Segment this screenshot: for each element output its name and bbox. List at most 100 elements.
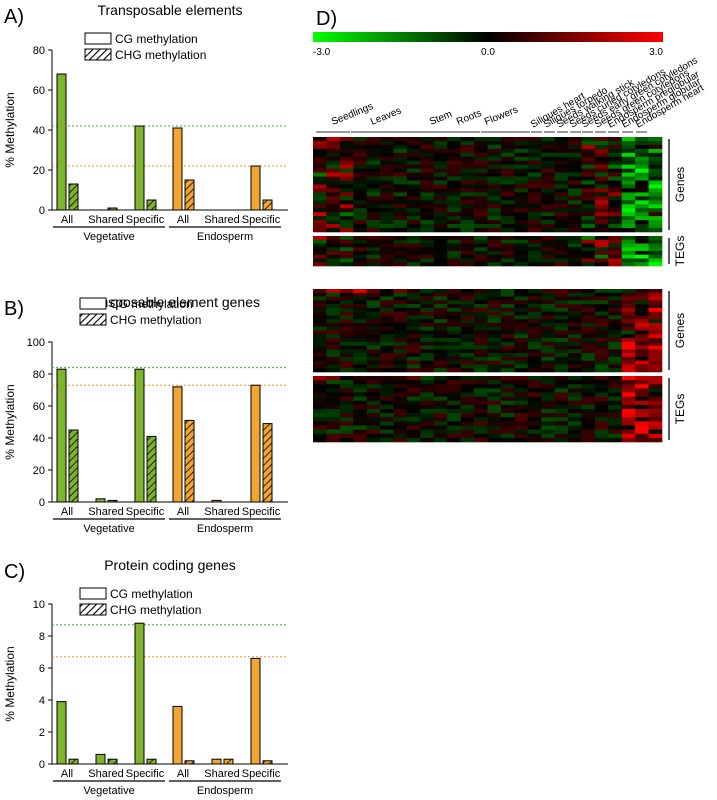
heatmap-cell — [487, 292, 502, 297]
heatmap-cell — [339, 184, 354, 189]
heatmap-cell — [581, 251, 596, 256]
heatmap-cell — [487, 208, 502, 213]
block-label: Genes — [673, 313, 687, 348]
heatmap-cell — [554, 137, 569, 142]
heatmap-cell — [353, 251, 367, 256]
heatmap-cell — [541, 172, 555, 177]
heatmap-cell — [514, 289, 529, 294]
heatmap-cell — [366, 236, 381, 241]
heatmap-cell — [353, 137, 367, 142]
heatmap-cell — [608, 400, 623, 406]
heatmap-cell — [514, 296, 529, 301]
heatmap-cell — [474, 236, 488, 241]
heatmap-cell — [608, 413, 623, 418]
heatmap-cell — [514, 396, 529, 402]
y-tick-label: 4 — [39, 695, 45, 707]
heatmap-cell — [500, 360, 515, 365]
heatmap-cell — [608, 220, 623, 225]
heatmap-cell — [326, 338, 341, 343]
heatmap-cell — [581, 148, 596, 154]
heatmap-cell — [353, 262, 367, 267]
x-category-label: All — [177, 506, 189, 518]
legend-swatch-cg — [84, 32, 112, 45]
heatmap-cell — [541, 236, 555, 241]
heatmap-cell — [339, 188, 354, 193]
heatmap-cell — [474, 376, 488, 381]
heatmap-cell — [420, 304, 435, 309]
heatmap-cell — [541, 137, 555, 142]
heatmap-cell — [393, 404, 408, 410]
heatmap-cell — [380, 137, 394, 142]
heatmap-cell — [541, 220, 555, 225]
heatmap-cell — [420, 368, 435, 373]
heatmap-cell — [433, 341, 448, 346]
heatmap-cell — [326, 326, 341, 331]
heatmap-cell — [568, 239, 582, 244]
heatmap-cell — [380, 251, 394, 256]
heatmap-cell — [460, 216, 475, 221]
heatmap-cell — [326, 192, 341, 197]
heatmap-cell — [460, 168, 475, 173]
heatmap-cell — [594, 292, 609, 297]
bar-cg — [250, 384, 261, 503]
heatmap-cell — [313, 368, 327, 373]
heatmap-cell — [621, 384, 636, 389]
heatmap-cell — [460, 296, 475, 301]
heatmap-cell — [568, 311, 582, 316]
heatmap-cell — [406, 243, 421, 248]
heatmap-cell — [514, 364, 529, 369]
heatmap-cell — [366, 421, 381, 426]
heatmap-cell — [500, 196, 515, 201]
heatmap-cell — [406, 413, 421, 418]
legend-swatch-chg — [79, 603, 107, 616]
heatmap-cell — [393, 164, 408, 169]
heatmap-cell — [581, 392, 596, 397]
heatmap-cell — [541, 212, 555, 217]
heatmap-cell — [594, 224, 609, 229]
heatmap-cell — [380, 180, 394, 185]
heatmap-cell — [568, 425, 582, 430]
heatmap-cell — [380, 349, 394, 354]
heatmap-cell — [326, 400, 341, 406]
heatmap-cell — [500, 192, 515, 197]
heatmap-cell — [474, 224, 488, 229]
heatmap-cell — [581, 421, 596, 426]
heatmap-cell — [514, 243, 529, 248]
heatmap-cell — [393, 421, 408, 426]
heatmap-cell — [621, 322, 636, 328]
heatmap-cell — [581, 200, 596, 205]
heatmap-cell — [541, 409, 555, 414]
heatmap-cell — [554, 380, 569, 385]
heatmap-cell — [635, 152, 649, 158]
heatmap-cell — [326, 376, 341, 381]
heatmap-cell — [581, 417, 596, 422]
heatmap-cell — [339, 396, 354, 402]
heatmap-cell — [635, 384, 649, 389]
heatmap-cell — [339, 160, 354, 166]
heatmap-cell — [460, 204, 475, 209]
heatmap-cell — [527, 388, 542, 393]
heatmap-cell — [527, 392, 542, 397]
heatmap-cell — [366, 417, 381, 422]
heatmap-cell — [621, 212, 636, 217]
y-tick-label: 80 — [33, 45, 45, 57]
heatmap-cell — [433, 304, 448, 309]
heatmap-cell — [568, 304, 582, 309]
heatmap-cell — [313, 364, 327, 369]
heatmap-cell — [313, 188, 327, 193]
heatmap-cell — [541, 152, 555, 158]
heatmap-cell — [621, 400, 636, 406]
heatmap-cell — [500, 180, 515, 185]
heatmap-cell — [608, 338, 623, 343]
heatmap-cell — [581, 409, 596, 414]
heatmap-cell — [554, 400, 569, 406]
x-group-label: Vegetative — [83, 231, 134, 243]
heatmap-cell — [474, 330, 488, 335]
y-axis-label: % Methylation — [3, 92, 17, 167]
heatmap-cell — [554, 360, 569, 365]
heatmap-cell — [313, 160, 327, 166]
heatmap-cell — [474, 300, 488, 305]
heatmap-cell — [594, 188, 609, 193]
heatmap-cell — [420, 160, 435, 166]
